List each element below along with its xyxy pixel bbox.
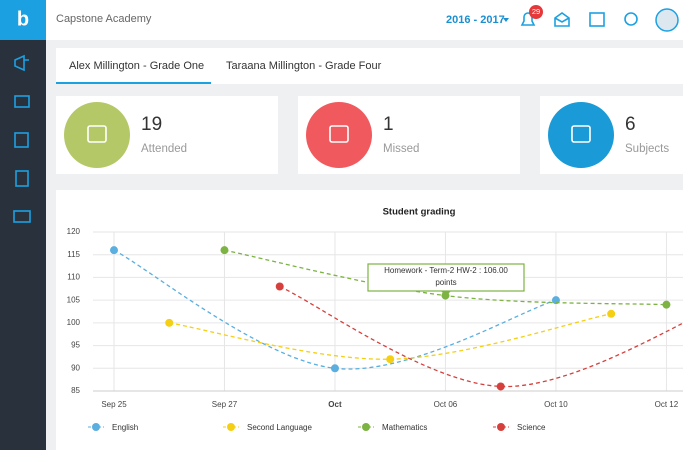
stat-icon: [548, 102, 614, 168]
settings-icon[interactable]: [624, 12, 638, 26]
year-select[interactable]: 2016 - 2017: [446, 14, 505, 26]
y-tick-label: 120: [67, 227, 81, 236]
stat-label: Subjects: [625, 143, 669, 155]
x-tick-label: Oct 06: [434, 400, 458, 409]
logo-mark: b: [17, 8, 29, 30]
badge-count: 29: [532, 7, 540, 16]
stat-value: 1: [383, 114, 394, 135]
tooltip-text: points: [435, 278, 456, 287]
stat-value: 6: [625, 114, 636, 135]
sidebar-icons: [13, 54, 31, 223]
x-tick-label: Oct 12: [655, 400, 679, 409]
legend-dot: [362, 423, 370, 431]
announce-icon[interactable]: [14, 54, 29, 72]
data-point: [386, 355, 395, 364]
y-tick-label: 105: [67, 295, 81, 304]
tab-active[interactable]: Alex Millington - Grade One: [69, 60, 204, 72]
y-tick-label: 95: [71, 341, 80, 350]
board-icon[interactable]: [14, 95, 30, 108]
school-name: Capstone Academy: [56, 13, 152, 25]
y-tick-label: 100: [67, 318, 81, 327]
bag-icon[interactable]: [13, 210, 31, 223]
stat-label: Attended: [141, 143, 187, 155]
legend-label: Science: [517, 423, 546, 432]
tab-bar: [56, 48, 683, 84]
tab[interactable]: Taraana Millington - Grade Four: [226, 60, 382, 72]
book-icon[interactable]: [15, 170, 29, 187]
data-point: [220, 246, 229, 255]
y-tick-label: 85: [71, 386, 80, 395]
x-tick-label: Oct 10: [544, 400, 568, 409]
legend-label: Mathematics: [382, 423, 427, 432]
tooltip: [367, 263, 525, 292]
legend-label: English: [112, 423, 138, 432]
bell-icon[interactable]: [520, 12, 536, 26]
tab-underline: [56, 82, 211, 84]
stat-glyph: [87, 125, 107, 143]
x-tick-label: Sep 25: [101, 400, 127, 409]
data-point: [330, 364, 339, 373]
y-tick-label: 90: [71, 363, 80, 372]
tooltip-arrow: [441, 291, 451, 296]
y-tick-label: 115: [67, 250, 80, 259]
x-tick-label: Oct: [328, 400, 342, 409]
stat-glyph: [571, 125, 591, 143]
data-point: [607, 309, 616, 318]
avatar[interactable]: [655, 8, 679, 32]
stat-cards: 19 Attended 1 Missed 6 Subjects: [56, 96, 683, 174]
calendar-icon[interactable]: [589, 12, 605, 27]
data-point: [165, 318, 174, 327]
legend-dot: [497, 423, 505, 431]
legend-dot: [227, 423, 235, 431]
top-bar: [46, 0, 683, 40]
y-tick-label: 110: [67, 273, 80, 282]
logo[interactable]: [0, 0, 46, 40]
data-point: [662, 300, 671, 309]
chart-card: [56, 190, 683, 450]
stat-glyph: [329, 125, 349, 143]
mail-icon[interactable]: [554, 12, 570, 27]
plot-area: [109, 246, 683, 391]
stat-value: 19: [141, 114, 162, 135]
legend-dot: [92, 423, 100, 431]
chart: 85 90 95 100 105 110 115 120 Sep 25 Sep 27 Oct Oct …: [67, 227, 683, 432]
stat-icon: [306, 102, 372, 168]
x-tick-label: Sep 27: [212, 400, 238, 409]
data-point: [496, 382, 505, 391]
data-point: [275, 282, 284, 291]
sidebar: [0, 0, 46, 450]
legend-label: Second Language: [247, 423, 313, 432]
badge: [529, 5, 543, 19]
tooltip-text: Homework - Term-2 HW-2 : 106.00: [384, 266, 508, 275]
report-icon[interactable]: [14, 132, 29, 148]
chart-title: Student grading: [383, 207, 456, 218]
stat-icon: [64, 102, 130, 168]
caret: [503, 18, 509, 22]
stat-label: Missed: [383, 143, 419, 155]
top-icons: [520, 12, 638, 27]
data-point: [109, 246, 118, 255]
series-line: [279, 285, 683, 388]
